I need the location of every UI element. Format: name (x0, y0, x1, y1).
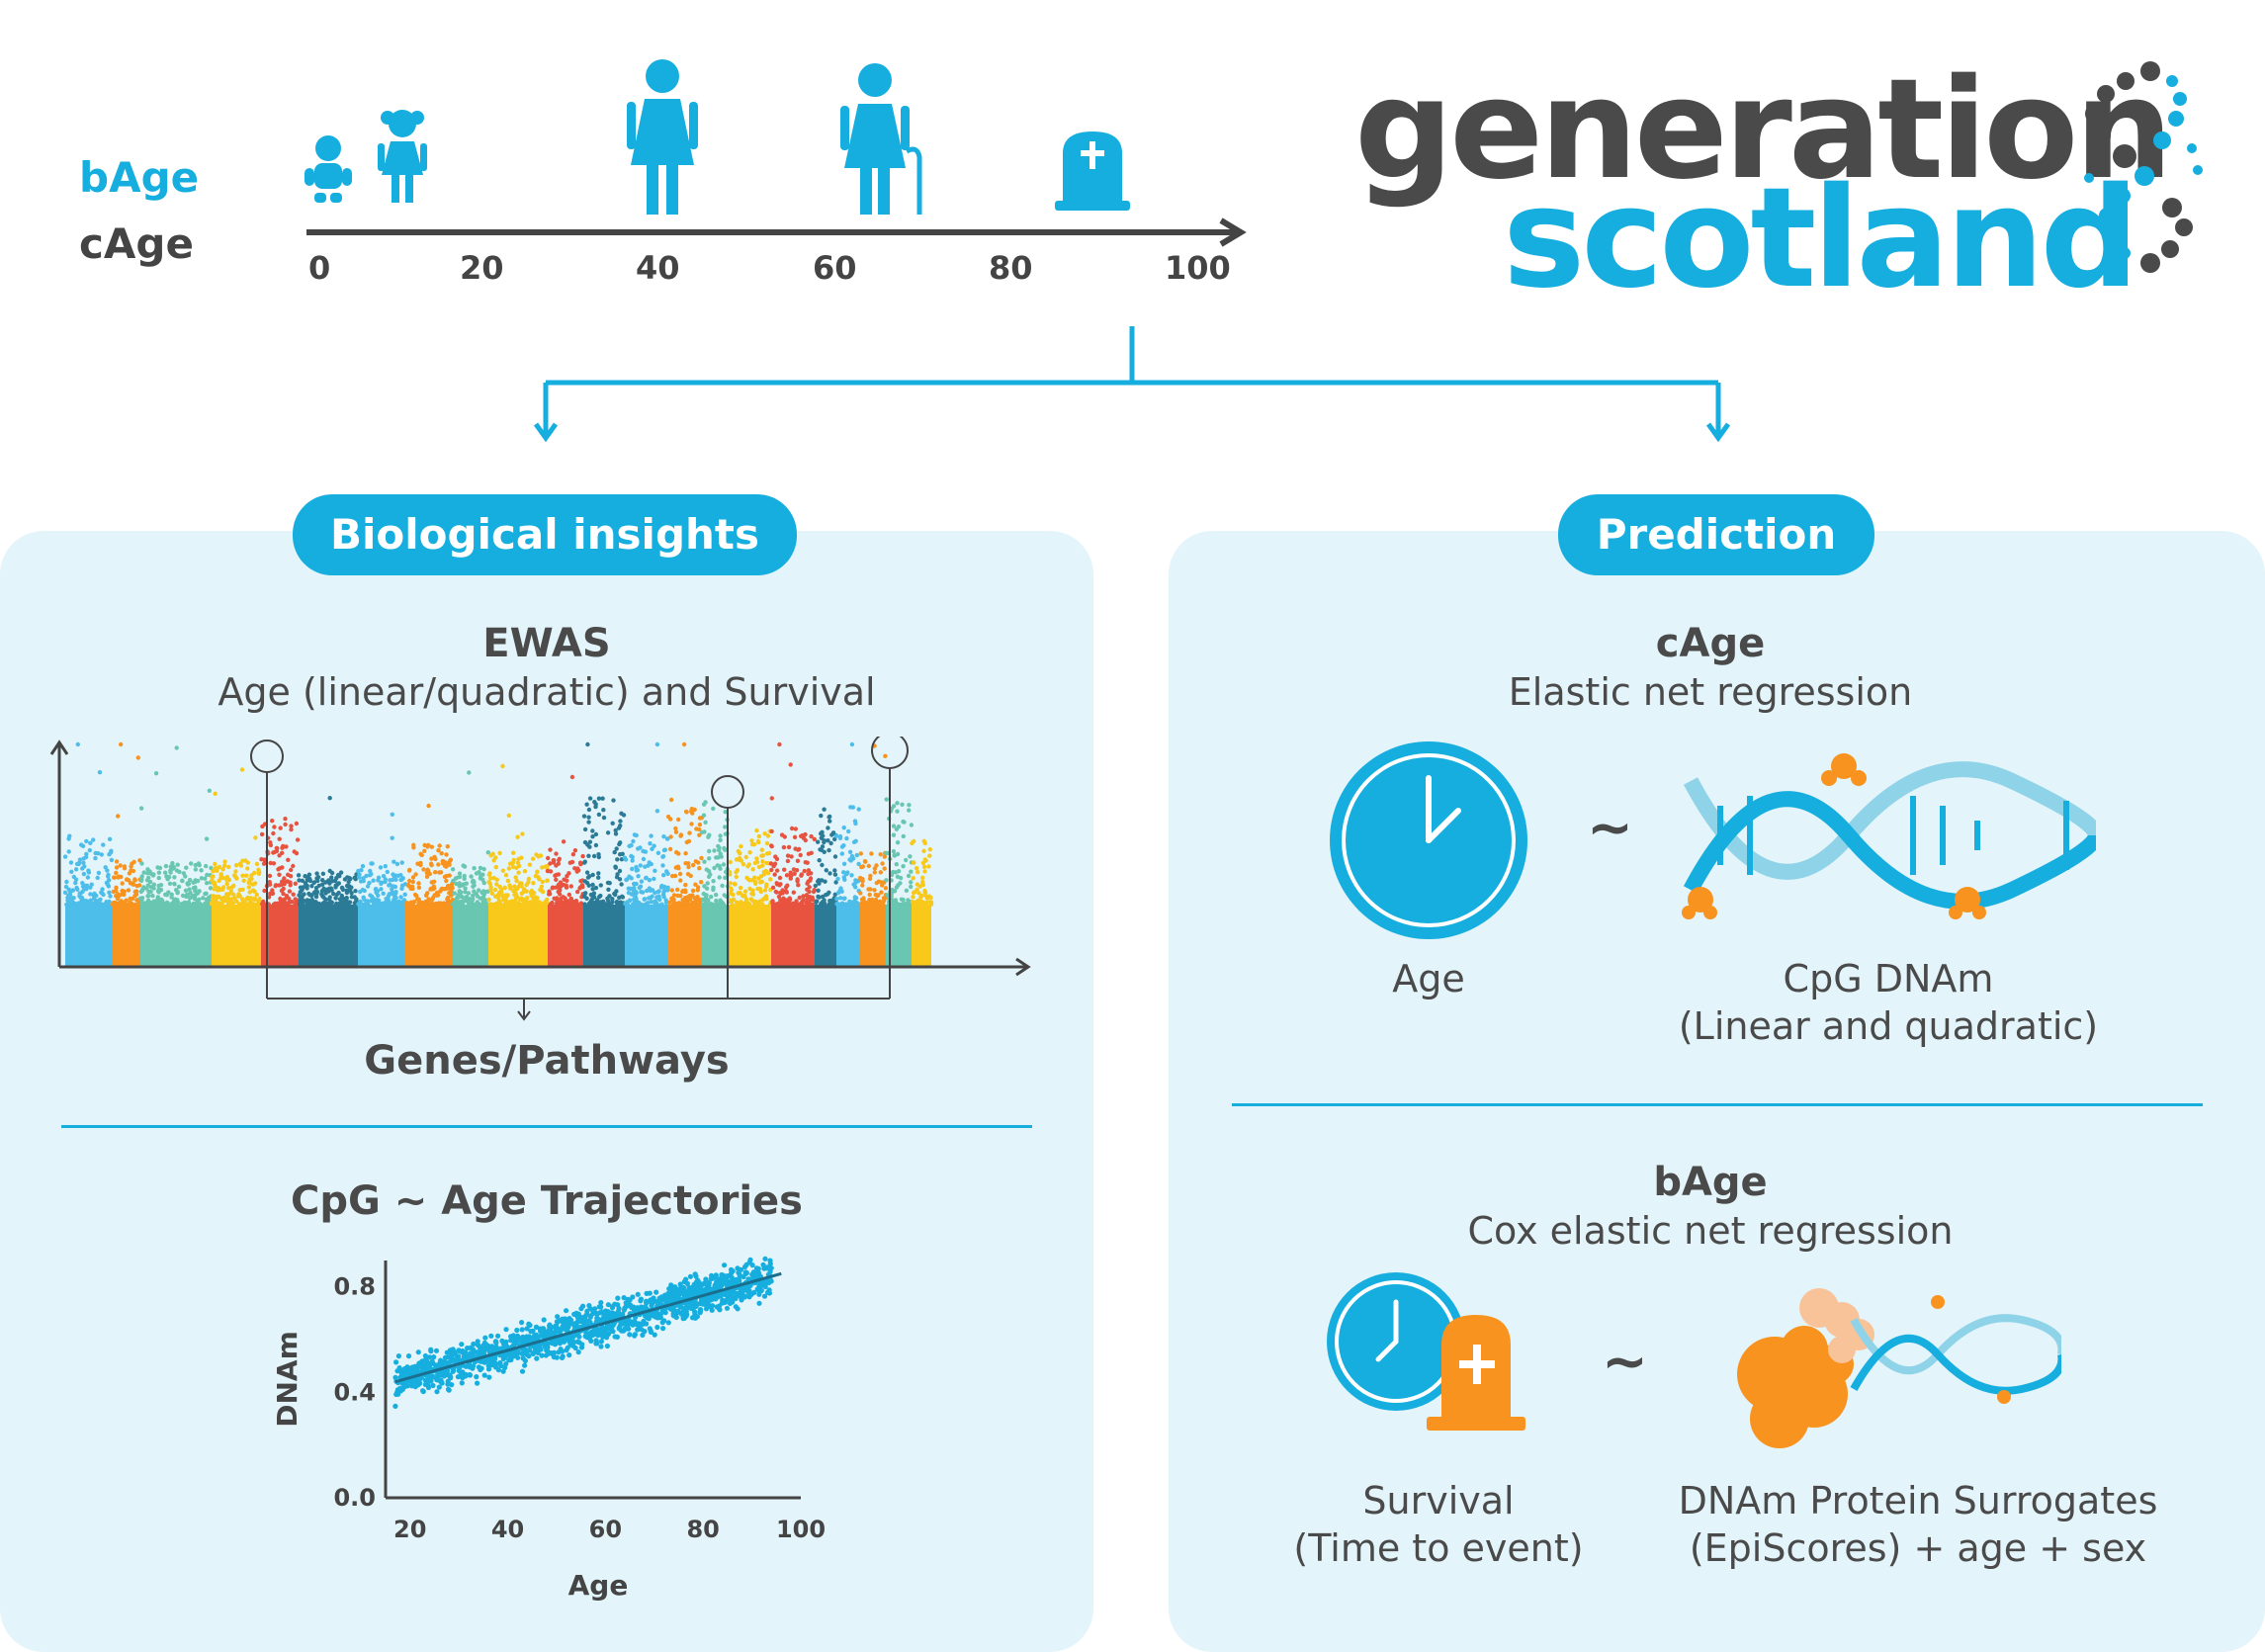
trend-line (394, 1271, 782, 1384)
y-tick-label: 0.4 (333, 1378, 376, 1406)
tick-60: 60 (813, 249, 857, 287)
tick-0: 0 (308, 249, 331, 287)
x-tick-label: 40 (491, 1516, 524, 1543)
left-divider (61, 1125, 1032, 1128)
protein-caption-line2: (EpiScores) + age + sex (1689, 1526, 2147, 1570)
survival-caption-line2: (Time to event) (1293, 1526, 1584, 1570)
bage-subtitle: Cox elastic net regression (1467, 1209, 1954, 1253)
survival-caption-line1: Survival (1362, 1479, 1515, 1522)
cage-subtitle: Elastic net regression (1508, 670, 1913, 714)
trajectory-scatter-chart: 20 40 60 80 100 0.0 0.4 0.8 Age DNAm (271, 1256, 826, 1602)
prediction-pill: Prediction (1558, 494, 1874, 575)
genes-pathways-label: Genes/Pathways (364, 1038, 730, 1084)
x-tick-label: 80 (686, 1516, 719, 1543)
adult-icon (627, 59, 698, 215)
right-divider (1232, 1103, 2203, 1106)
cage-title: cAge (1655, 621, 1766, 666)
tilde-bage: ~ (1602, 1330, 1648, 1394)
x-tick-label: 100 (776, 1516, 826, 1543)
ewas-subtitle: Age (linear/quadratic) and Survival (218, 670, 876, 714)
timeline-graphic (305, 59, 1247, 247)
baby-icon (305, 135, 352, 203)
y-axis-label: DNAm (271, 1331, 304, 1428)
child-icon (378, 110, 427, 203)
prediction-panel (1169, 531, 2265, 1652)
protein-caption-line1: DNAm Protein Surrogates (1678, 1479, 2158, 1522)
tick-20: 20 (460, 249, 504, 287)
ewas-title: EWAS (482, 621, 611, 666)
tick-40: 40 (636, 249, 680, 287)
logo-generation: generation (1354, 49, 2173, 211)
tick-80: 80 (989, 249, 1033, 287)
manhattan-plot (49, 737, 1031, 1021)
y-tick-label: 0.8 (333, 1273, 376, 1301)
logo-scotland: scotland (1503, 158, 2139, 319)
clock-icon (1330, 741, 1527, 939)
protein-dna-icon (1737, 1288, 2061, 1448)
dna-helix-icon (1682, 753, 2096, 919)
x-tick-label: 60 (589, 1516, 622, 1543)
survival-icon (1327, 1272, 1525, 1431)
y-tick-label: 0.0 (333, 1484, 376, 1512)
gravestone-icon (1055, 131, 1130, 211)
bage-label: bAge (79, 153, 200, 202)
biological-insights-panel (0, 531, 1093, 1652)
bage-title: bAge (1653, 1160, 1768, 1205)
tilde-cage: ~ (1587, 796, 1633, 860)
tick-100: 100 (1165, 249, 1231, 287)
elderly-icon (840, 63, 922, 215)
x-tick-label: 20 (393, 1516, 426, 1543)
age-caption: Age (1392, 957, 1465, 1000)
cpg-caption-line1: CpG DNAm (1783, 957, 1994, 1000)
cage-label: cAge (79, 219, 194, 268)
cpg-caption-line2: (Linear and quadratic) (1678, 1004, 2099, 1048)
trajectories-title: CpG ~ Age Trajectories (291, 1178, 803, 1224)
biological-insights-pill: Biological insights (293, 494, 797, 575)
branch-connector (534, 326, 1730, 443)
dna-logo-icon (2084, 61, 2203, 273)
x-axis-label: Age (568, 1569, 629, 1602)
